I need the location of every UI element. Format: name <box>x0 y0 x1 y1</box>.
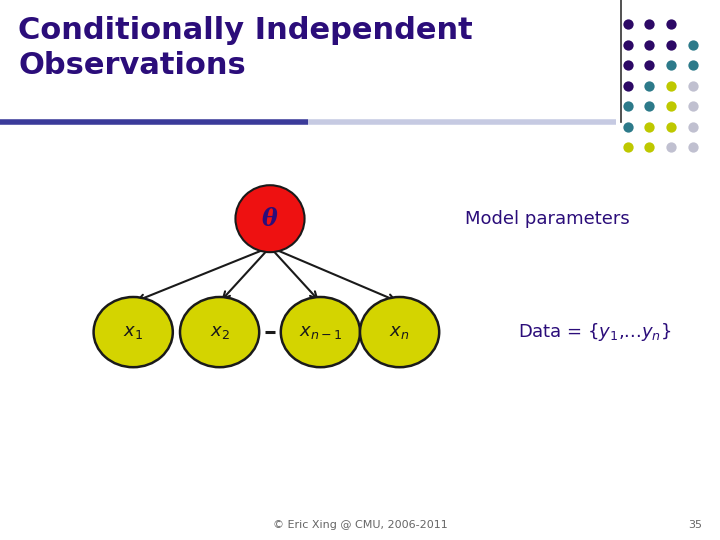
Point <box>622 143 634 152</box>
Point <box>622 102 634 111</box>
Text: θ: θ <box>262 207 278 231</box>
Point <box>622 82 634 90</box>
Point <box>665 20 677 29</box>
Point <box>687 123 698 131</box>
Point <box>687 143 698 152</box>
Point <box>687 61 698 70</box>
Point <box>644 123 655 131</box>
Text: $\mathit{x}_{n-1}$: $\mathit{x}_{n-1}$ <box>299 323 342 341</box>
Point <box>644 61 655 70</box>
Point <box>665 143 677 152</box>
Text: Model parameters: Model parameters <box>465 210 629 228</box>
Ellipse shape <box>235 185 305 252</box>
Ellipse shape <box>94 297 173 367</box>
Point <box>665 40 677 49</box>
Text: $\mathit{x}_{1}$: $\mathit{x}_{1}$ <box>123 323 143 341</box>
Point <box>665 102 677 111</box>
Text: Data = {$y_1$,...$y_n$}: Data = {$y_1$,...$y_n$} <box>518 321 672 343</box>
Point <box>665 61 677 70</box>
Ellipse shape <box>180 297 259 367</box>
Point <box>665 82 677 90</box>
Point <box>644 40 655 49</box>
Text: $\mathit{x}_{n}$: $\mathit{x}_{n}$ <box>390 323 410 341</box>
Text: Conditionally Independent
Observations: Conditionally Independent Observations <box>18 16 473 80</box>
Point <box>665 123 677 131</box>
Point <box>622 61 634 70</box>
Point <box>687 82 698 90</box>
Text: $\mathit{x}_{2}$: $\mathit{x}_{2}$ <box>210 323 230 341</box>
Ellipse shape <box>360 297 439 367</box>
Text: © Eric Xing @ CMU, 2006-2011: © Eric Xing @ CMU, 2006-2011 <box>273 520 447 530</box>
Ellipse shape <box>281 297 360 367</box>
Point <box>687 40 698 49</box>
Point <box>644 20 655 29</box>
Point <box>644 82 655 90</box>
Text: 35: 35 <box>688 520 702 530</box>
Point <box>644 143 655 152</box>
Point <box>622 20 634 29</box>
Point <box>622 40 634 49</box>
Point <box>644 102 655 111</box>
Point <box>687 102 698 111</box>
Point <box>622 123 634 131</box>
